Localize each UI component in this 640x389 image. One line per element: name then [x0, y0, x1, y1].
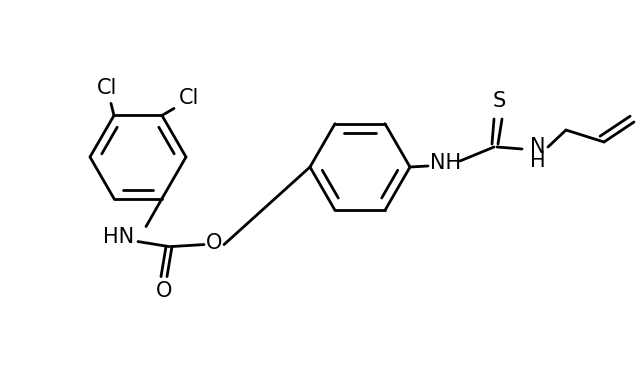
Text: NH: NH — [431, 153, 461, 173]
Text: Cl: Cl — [179, 88, 199, 109]
Text: H: H — [530, 151, 546, 171]
Text: N: N — [531, 137, 546, 157]
Text: S: S — [492, 91, 506, 111]
Text: Cl: Cl — [97, 79, 117, 98]
Text: O: O — [156, 280, 172, 301]
Text: HN: HN — [104, 226, 134, 247]
Text: O: O — [206, 233, 222, 252]
